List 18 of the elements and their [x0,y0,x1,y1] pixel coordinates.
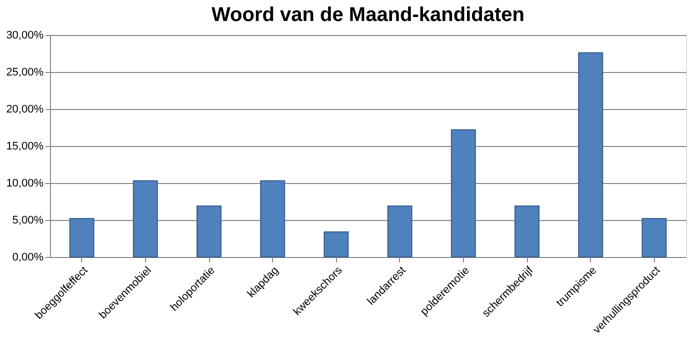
bar [450,129,476,258]
bar [69,218,94,258]
bar [642,218,667,258]
y-tick-label: 5,00% [12,214,44,226]
y-tick-label: 15,00% [6,140,44,152]
y-tick-label: 30,00% [6,30,44,42]
bar [196,205,222,258]
bar [578,52,604,258]
bar [324,231,349,258]
bar [387,205,412,258]
bar [132,180,158,258]
bar [260,180,286,258]
bar [514,205,540,258]
y-tick-label: 0,00% [12,252,44,264]
y-tick-label: 10,00% [6,178,44,190]
y-tick-label: 25,00% [6,66,44,78]
y-tick-label: 20,00% [6,104,44,116]
chart-title: Woord van de Maand-kandidaten [212,4,524,26]
